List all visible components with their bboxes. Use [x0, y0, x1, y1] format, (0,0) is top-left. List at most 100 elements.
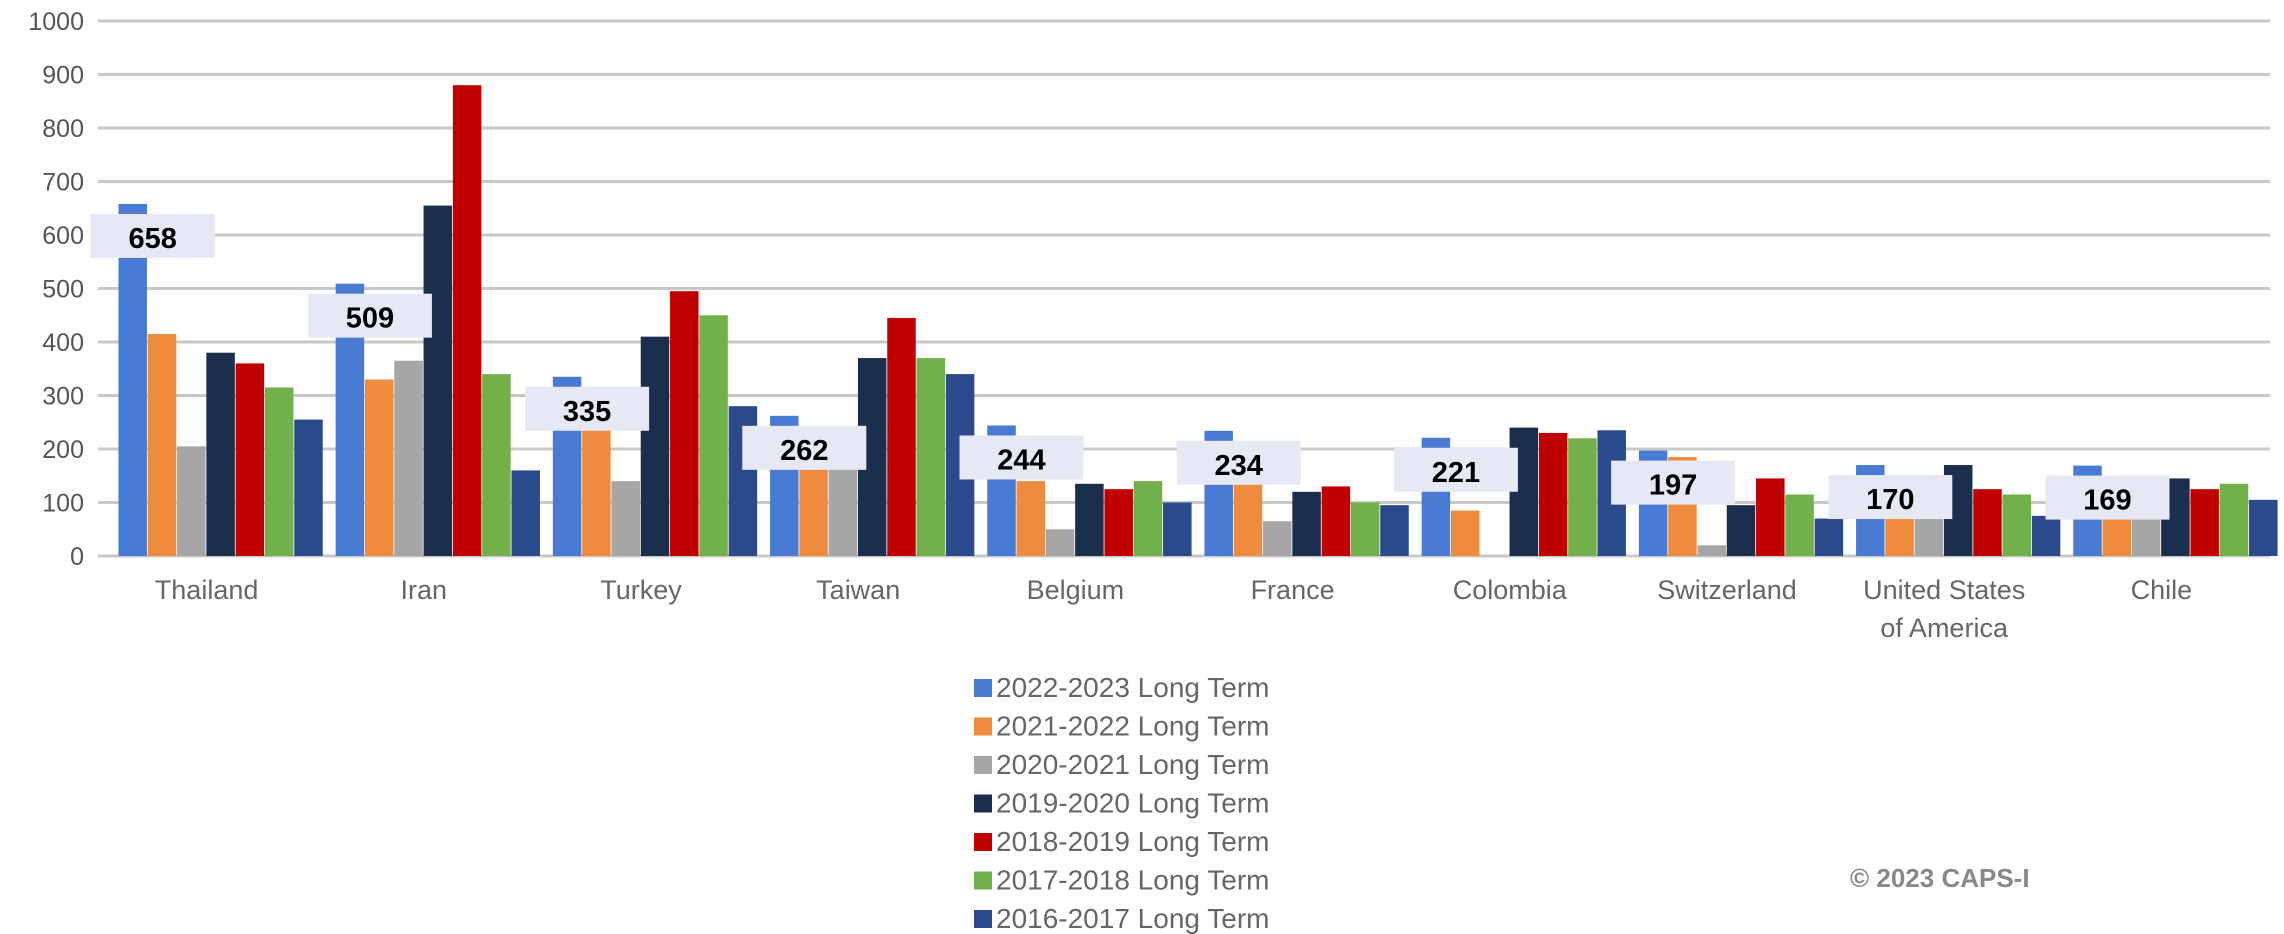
bar — [1163, 502, 1192, 556]
data-label: 197 — [1649, 470, 1697, 502]
bar — [1756, 478, 1785, 556]
data-label-box — [2045, 475, 2170, 520]
legend-swatch — [974, 794, 992, 813]
data-label-box — [1611, 460, 1736, 505]
category-label: Belgium — [1027, 575, 1125, 605]
bar — [206, 352, 235, 556]
bar — [1973, 489, 2002, 556]
bar — [423, 205, 453, 556]
bar — [640, 336, 670, 556]
bar — [364, 379, 394, 556]
bar — [1263, 521, 1292, 556]
legend-swatch — [974, 756, 992, 774]
category-label: United States — [1863, 575, 2025, 605]
bar — [177, 446, 206, 556]
legend-swatch — [974, 910, 992, 928]
data-label: 658 — [129, 223, 177, 255]
legend-entry: 2017-2018 Long Term — [996, 865, 1269, 896]
data-label: 170 — [1866, 484, 1914, 516]
y-tick-label: 700 — [42, 169, 84, 197]
bar — [1450, 510, 1480, 556]
category-label: Chile — [2131, 575, 2193, 605]
y-tick-label: 600 — [42, 222, 84, 250]
data-label-box — [742, 425, 867, 470]
legend-entry: 2019-2020 Long Term — [996, 788, 1269, 819]
legend-swatch — [974, 871, 992, 890]
data-label-box — [307, 293, 432, 338]
y-tick-label: 500 — [42, 276, 84, 304]
data-label: 335 — [563, 396, 611, 428]
bar — [264, 387, 294, 556]
bar — [1104, 489, 1133, 556]
category-label: Turkey — [600, 575, 682, 605]
category-label: Thailand — [155, 575, 259, 605]
legend-entry: 2020-2021 Long Term — [996, 749, 1269, 780]
legend: 2022-2023 Long Term 2021-2022 Long Term 20… — [974, 672, 1269, 934]
bar — [1726, 505, 1756, 556]
y-tick-label: 100 — [42, 490, 84, 518]
bar — [1697, 545, 1726, 556]
bar — [452, 85, 482, 556]
bar — [2249, 499, 2278, 556]
bar — [1538, 432, 1568, 556]
y-tick-label: 200 — [42, 436, 84, 464]
data-label: 221 — [1432, 457, 1480, 489]
bar — [699, 315, 728, 556]
category-label: Iran — [401, 575, 448, 605]
bar — [2031, 515, 2061, 556]
data-label-box — [1176, 440, 1301, 485]
y-tick-label: 800 — [42, 115, 84, 143]
bar — [394, 360, 423, 556]
category-label: of America — [1880, 613, 2009, 643]
bar — [294, 419, 323, 556]
bar — [511, 470, 540, 556]
bar — [1380, 505, 1409, 556]
bar — [1233, 481, 1263, 556]
y-axis-ticks: 0 100 200 300 400 500 600 700 800 900 1000 — [28, 8, 84, 571]
data-label-box — [1393, 447, 1518, 492]
y-tick-label: 900 — [42, 62, 84, 90]
legend-entry: 2021-2022 Long Term — [996, 711, 1269, 742]
legend-entry: 2016-2017 Long Term — [996, 903, 1269, 934]
legend-entry: 2018-2019 Long Term — [996, 826, 1269, 857]
data-label: 509 — [346, 303, 394, 335]
category-label: Taiwan — [816, 575, 900, 605]
data-label-box — [1828, 475, 1953, 520]
y-tick-label: 1000 — [28, 8, 84, 36]
bar — [1785, 494, 1814, 556]
category-label: France — [1251, 575, 1335, 605]
bar — [916, 358, 946, 556]
bar — [2002, 494, 2032, 556]
legend-swatch — [974, 717, 992, 736]
data-label: 234 — [1215, 450, 1263, 482]
bar — [582, 422, 611, 556]
legend-entry: 2022-2023 Long Term — [996, 672, 1269, 703]
bars — [118, 85, 2278, 556]
bar — [670, 291, 699, 556]
bar — [1045, 529, 1075, 556]
category-label: Switzerland — [1657, 575, 1797, 605]
y-tick-label: 0 — [70, 543, 84, 571]
bar — [1814, 518, 1844, 556]
bar — [147, 333, 177, 556]
data-label: 262 — [780, 435, 828, 467]
x-axis-category-labels: Thailand Iran Turkey Taiwan Belgium France Col… — [155, 575, 2192, 643]
data-label: 169 — [2083, 485, 2131, 517]
bar — [118, 203, 147, 556]
copyright-text: © 2023 CAPS-I — [1850, 863, 2030, 893]
data-label-box — [525, 386, 650, 431]
bar — [611, 481, 640, 556]
bar — [1350, 502, 1380, 556]
legend-swatch — [974, 833, 992, 851]
bar — [235, 363, 265, 556]
bar — [1016, 481, 1046, 556]
data-label-box — [90, 213, 215, 258]
bar — [1321, 486, 1351, 556]
legend-swatch — [974, 679, 992, 697]
data-labels: 658 509 335 262 244 234 221 197 170 169 — [90, 213, 2170, 520]
data-label: 244 — [997, 444, 1045, 476]
bar — [887, 317, 916, 556]
category-label: Colombia — [1453, 575, 1568, 605]
data-label-box — [959, 435, 1084, 480]
